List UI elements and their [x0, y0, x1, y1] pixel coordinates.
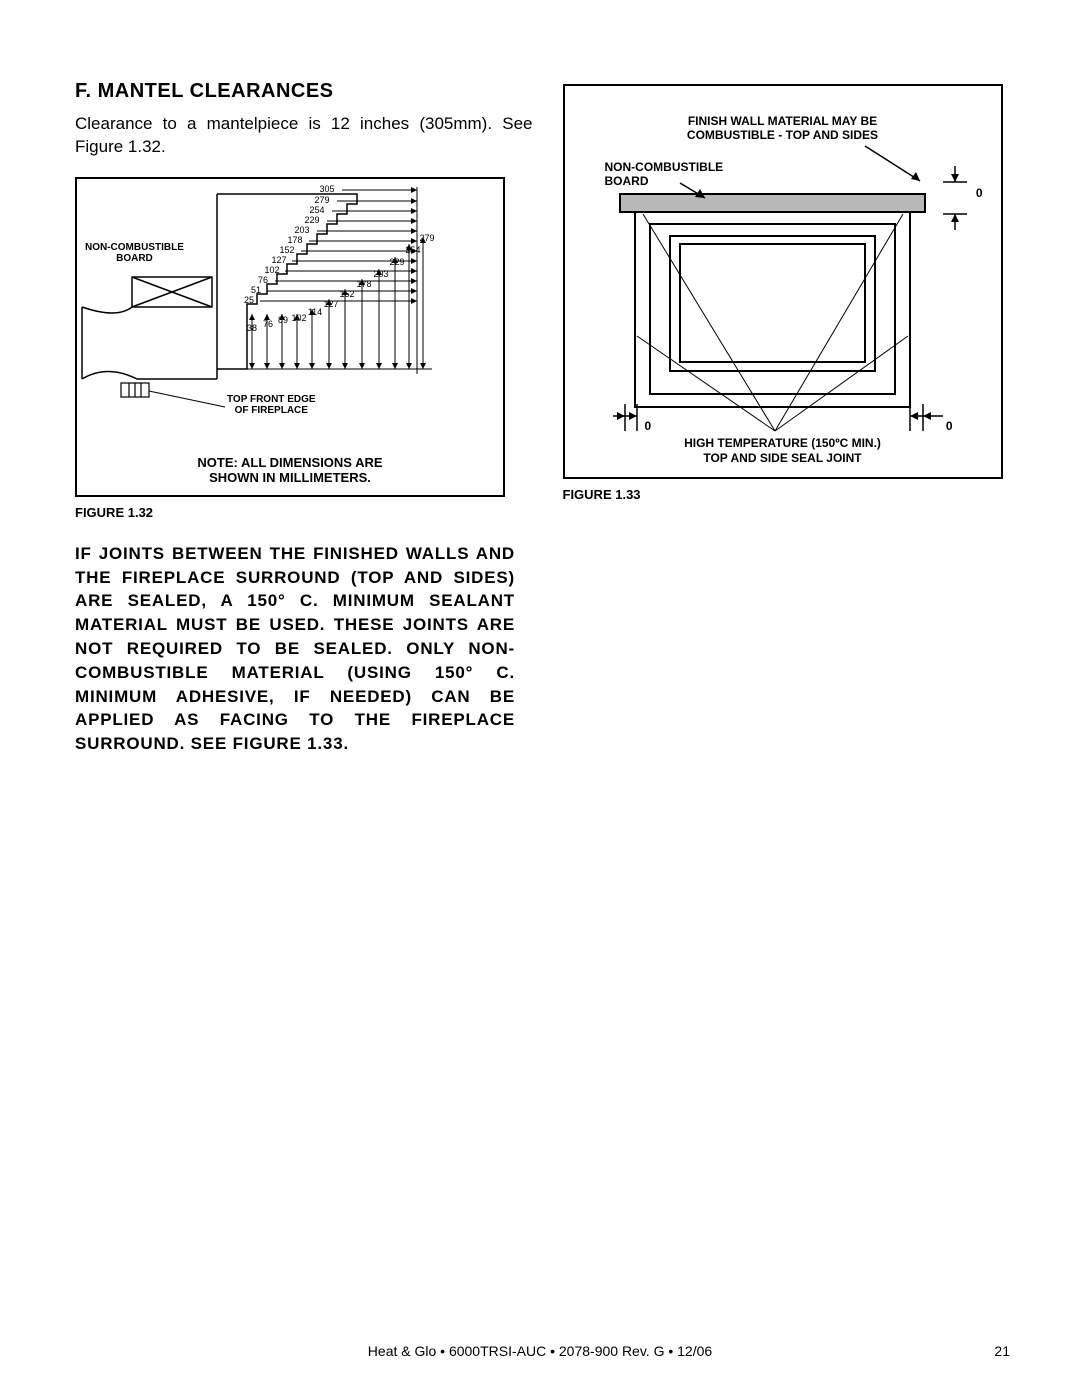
sealant-warning: IF JOINTS BETWEEN THE FINISHED WALLS AND…: [75, 542, 515, 756]
figure-1-33: FINISH WALL MATERIAL MAY BE COMBUSTIBLE …: [563, 84, 1003, 479]
page-number: 21: [994, 1343, 1010, 1359]
intro-text: Clearance to a mantelpiece is 12 inches …: [75, 113, 533, 159]
svg-text:203: 203: [294, 225, 309, 235]
svg-text:127: 127: [271, 255, 286, 265]
svg-text:102: 102: [264, 265, 279, 275]
svg-text:51: 51: [251, 285, 261, 295]
section-heading: F. MANTEL CLEARANCES: [75, 80, 533, 103]
svg-text:305: 305: [319, 184, 334, 194]
figure-1-33-svg: [565, 86, 1005, 481]
figure-1-32: 305 279 254 229 203 178 152 127 102 76 5…: [75, 177, 505, 497]
svg-text:178: 178: [287, 235, 302, 245]
fig33-hightemp-label: HIGH TEMPERATURE (150ºC MIN.) TOP AND SI…: [565, 436, 1001, 465]
figure-1-32-caption: FIGURE 1.32: [75, 505, 533, 520]
fig32-topfront-label: TOP FRONT EDGE OF FIREPLACE: [227, 394, 316, 417]
svg-text:178: 178: [356, 279, 371, 289]
svg-text:102: 102: [291, 313, 306, 323]
fig33-zero-bl: 0: [645, 419, 652, 433]
svg-text:76: 76: [263, 319, 273, 329]
svg-text:38: 38: [247, 323, 257, 333]
svg-text:254: 254: [405, 245, 420, 255]
svg-text:89: 89: [278, 315, 288, 325]
svg-text:152: 152: [279, 245, 294, 255]
fig32-note: NOTE: ALL DIMENSIONS ARE SHOWN IN MILLIM…: [77, 455, 503, 485]
fig32-noncombustible-label: NON-COMBUSTIBLE BOARD: [85, 242, 184, 265]
svg-text:254: 254: [309, 205, 324, 215]
svg-text:114: 114: [308, 307, 322, 317]
svg-text:76: 76: [258, 275, 268, 285]
svg-text:279: 279: [314, 195, 329, 205]
figure-1-33-caption: FIGURE 1.33: [563, 487, 1021, 502]
svg-text:127: 127: [323, 299, 338, 309]
svg-text:229: 229: [304, 215, 319, 225]
svg-text:229: 229: [389, 257, 404, 267]
page-footer: Heat & Glo • 6000TRSI-AUC • 2078-900 Rev…: [0, 1343, 1080, 1359]
svg-text:279: 279: [419, 233, 434, 243]
svg-text:203: 203: [373, 269, 388, 279]
fig33-zero-br: 0: [946, 419, 953, 433]
fig33-noncombustible-label: NON-COMBUSTIBLE BOARD: [605, 160, 724, 189]
svg-text:25: 25: [244, 295, 254, 305]
fig33-finish-wall-label: FINISH WALL MATERIAL MAY BE COMBUSTIBLE …: [565, 114, 1001, 143]
figure-1-32-svg: 305 279 254 229 203 178 152 127 102 76 5…: [77, 179, 505, 497]
svg-text:152: 152: [339, 289, 354, 299]
fig33-zero-right: 0: [976, 186, 983, 200]
